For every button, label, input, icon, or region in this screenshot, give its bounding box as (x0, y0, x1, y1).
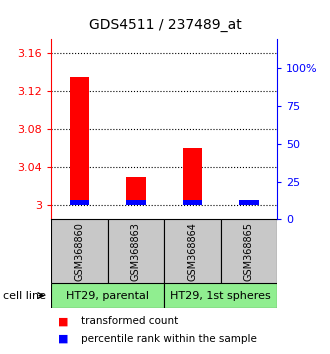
Bar (70, 77, 89, 205)
Bar (239, 200, 259, 205)
Text: cell line: cell line (3, 291, 46, 301)
Bar (182, 200, 202, 205)
Text: GSM368865: GSM368865 (244, 222, 254, 281)
Text: transformed count: transformed count (81, 316, 178, 326)
Bar (70, 200, 89, 205)
Text: GDS4511 / 237489_at: GDS4511 / 237489_at (89, 18, 241, 32)
Bar (221, 219, 277, 283)
Bar (182, 148, 202, 205)
Text: GSM368860: GSM368860 (74, 222, 84, 281)
Text: GSM368863: GSM368863 (131, 222, 141, 281)
Text: percentile rank within the sample: percentile rank within the sample (81, 334, 257, 344)
Text: GSM368864: GSM368864 (187, 222, 197, 281)
Bar (51, 219, 108, 283)
Bar (164, 219, 221, 283)
Bar (126, 177, 146, 205)
Bar (164, 283, 277, 308)
Bar (126, 200, 146, 205)
Text: ■: ■ (58, 334, 68, 344)
Text: HT29, 1st spheres: HT29, 1st spheres (170, 291, 271, 301)
Bar (108, 219, 164, 283)
Text: HT29, parental: HT29, parental (66, 291, 149, 301)
Bar (51, 283, 164, 308)
Text: ■: ■ (58, 316, 68, 326)
Bar (239, 200, 259, 205)
